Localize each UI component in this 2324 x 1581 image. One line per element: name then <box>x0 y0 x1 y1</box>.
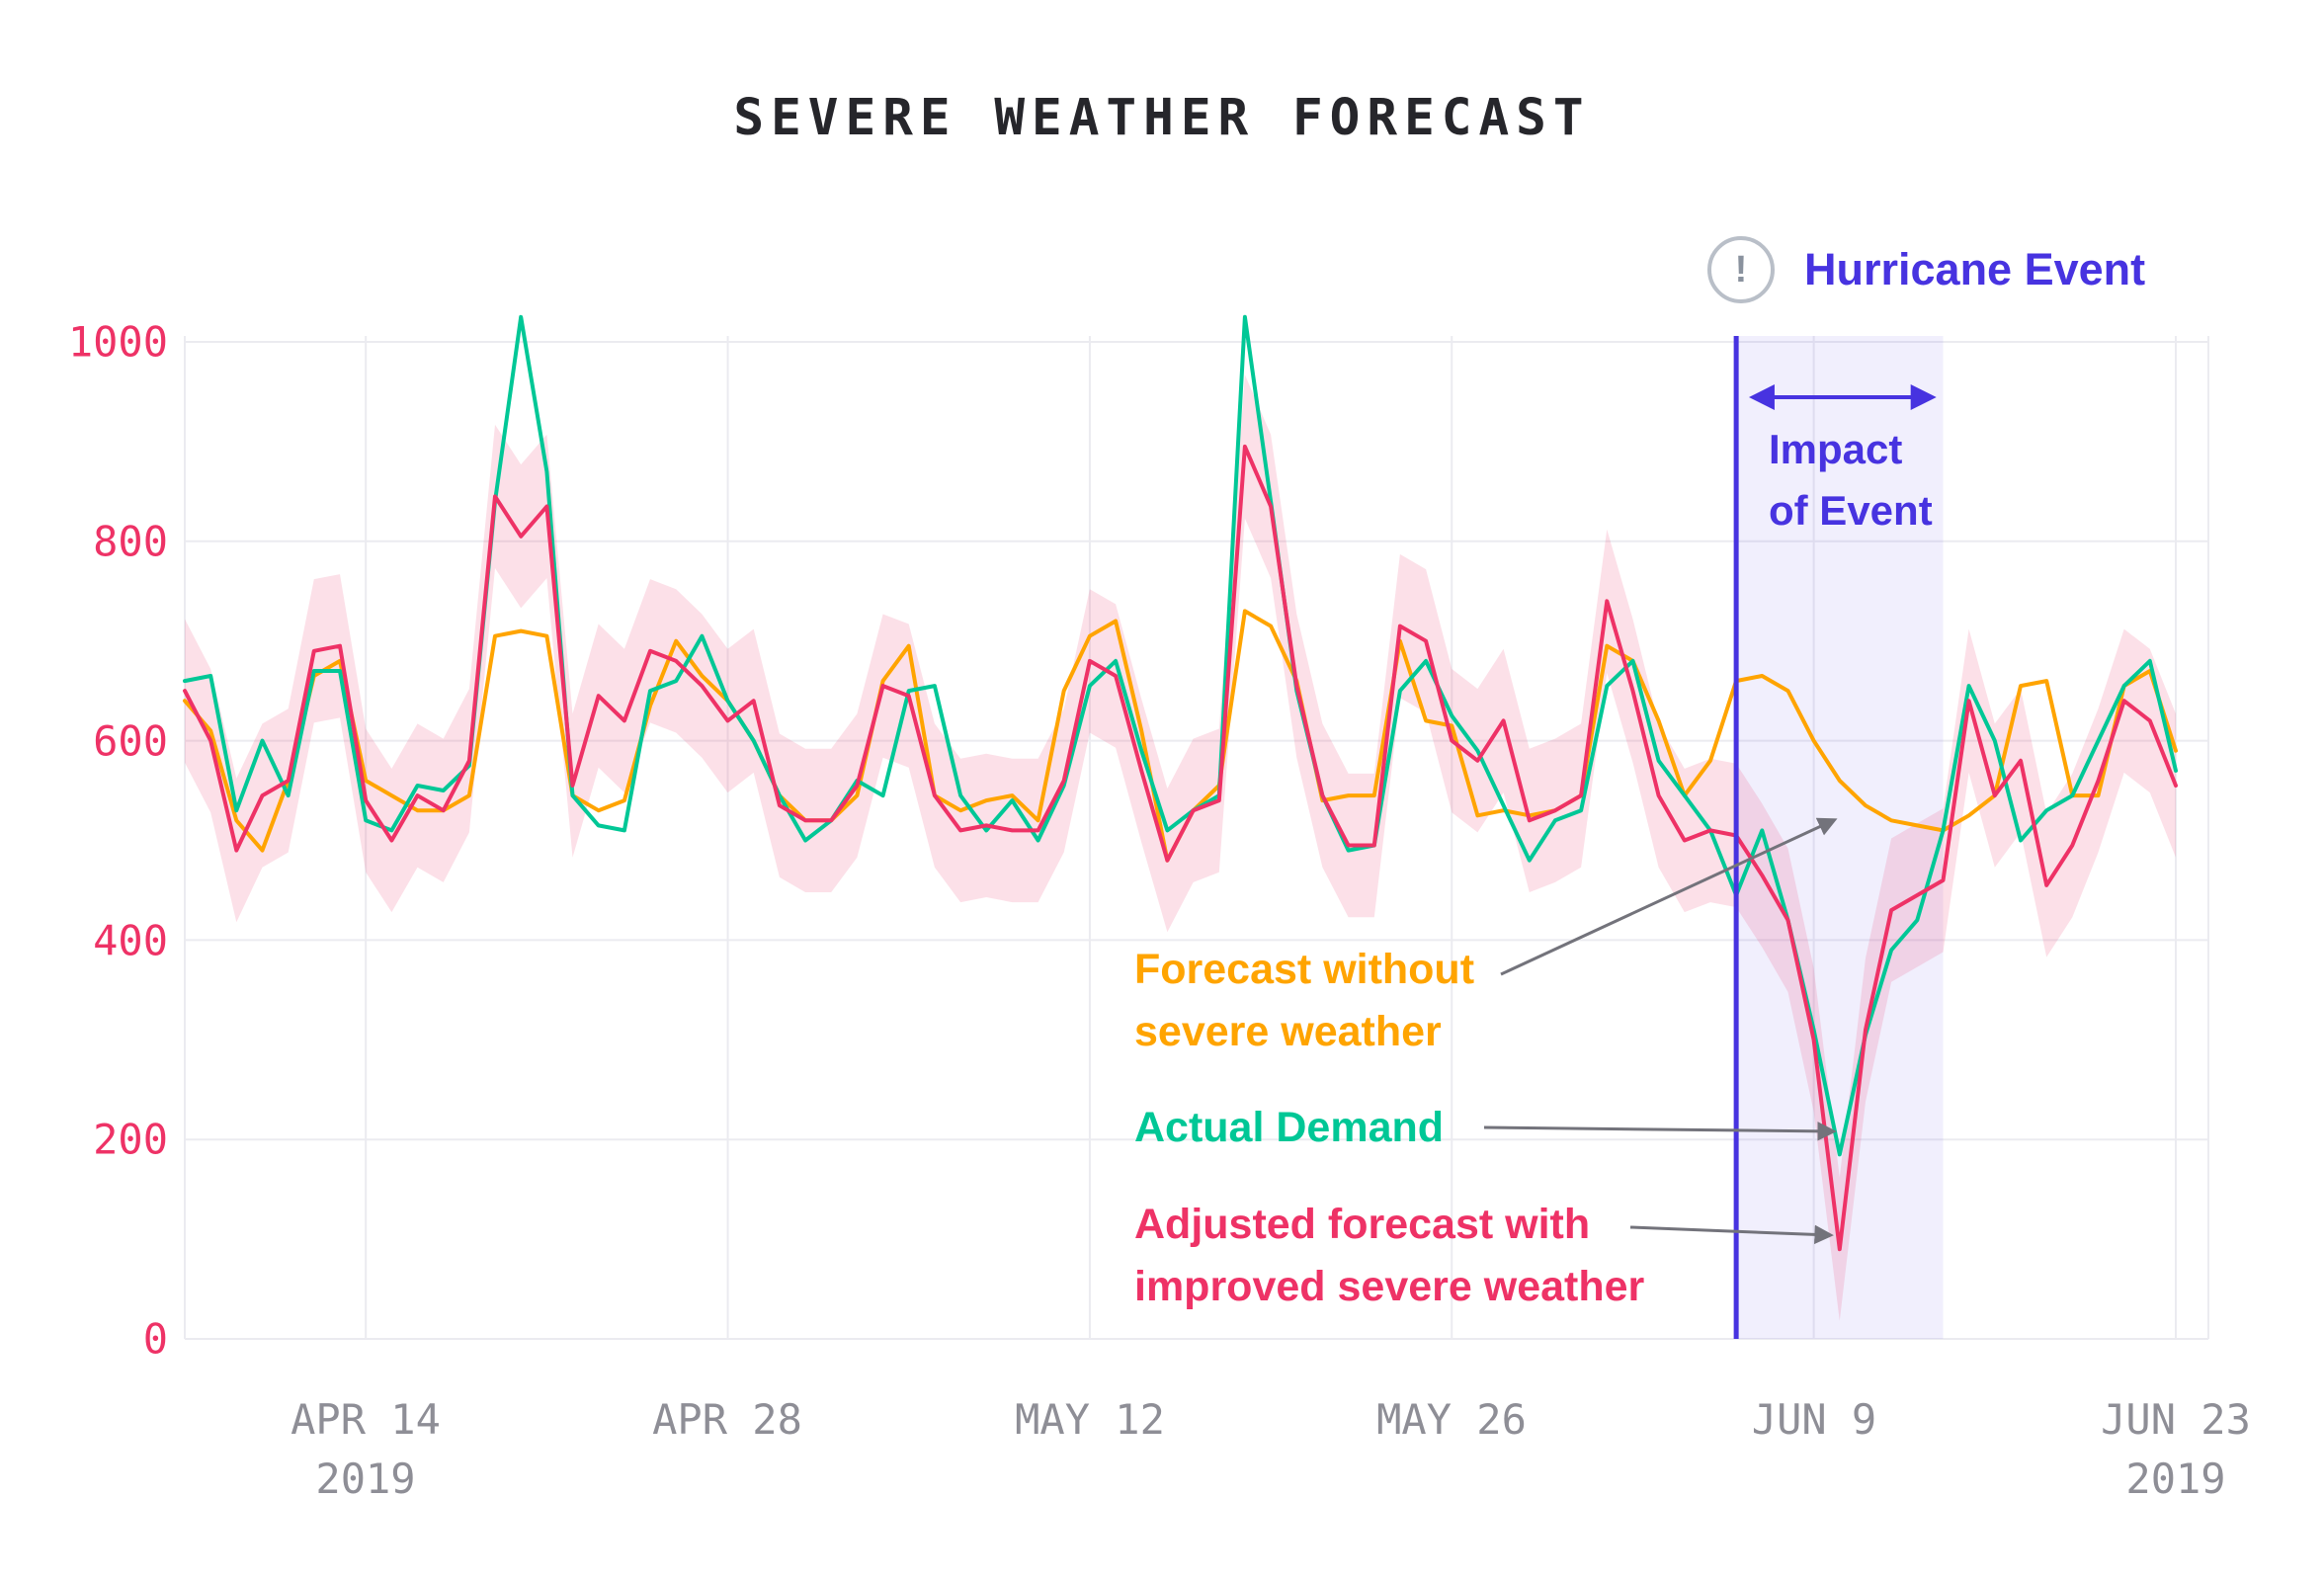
impact-label-line1: Impact <box>1769 426 1903 472</box>
exclamation-icon: ! <box>1734 248 1748 291</box>
x-tick-jun9: JUN 9 <box>1751 1395 1877 1444</box>
x-tick-may26: MAY 26 <box>1376 1395 1527 1444</box>
y-tick-800: 800 <box>93 517 168 566</box>
annotation-forecast-without: Forecast without severe weather <box>1134 939 1474 1063</box>
x-tick-year-right: 2019 <box>2125 1455 2226 1503</box>
y-tick-600: 600 <box>93 716 168 766</box>
x-tick-jun23: JUN 23 <box>2101 1395 2251 1444</box>
chart-title: SEVERE WEATHER FORECAST <box>733 89 1591 147</box>
annotation-actual-demand: Actual Demand <box>1134 1097 1444 1159</box>
y-tick-200: 200 <box>93 1115 168 1164</box>
series-line-0 <box>183 314 2178 1157</box>
annotation-arrow-0 <box>1500 817 1838 976</box>
annotation-arrow-1 <box>1483 1122 1837 1141</box>
impact-of-event-label: Impact of Event <box>1769 419 1933 541</box>
annotation-arrow-2 <box>1629 1224 1834 1245</box>
annotation-adjusted-line1: Adjusted forecast with <box>1134 1201 1591 1248</box>
y-tick-400: 400 <box>93 916 168 965</box>
y-tick-0: 0 <box>142 1314 168 1364</box>
confidence-band <box>185 374 2176 1321</box>
hurricane-event-label: Hurricane Event <box>1804 244 2146 294</box>
x-tick-year-left: 2019 <box>315 1455 416 1503</box>
event-impact-region <box>1736 336 1944 1339</box>
hurricane-event-badge: ! <box>1707 236 1775 303</box>
annotation-actual-line1: Actual Demand <box>1134 1104 1445 1151</box>
x-tick-may12: MAY 12 <box>1015 1395 1165 1444</box>
annotation-forecast-line2: severe weather <box>1134 1008 1442 1055</box>
annotation-adjusted-line2: improved severe weather <box>1134 1263 1645 1310</box>
x-tick-apr28: APR 28 <box>652 1395 802 1444</box>
y-tick-1000: 1000 <box>67 317 168 367</box>
impact-label-line2: of Event <box>1769 487 1933 534</box>
x-tick-apr14: APR 14 <box>290 1395 441 1444</box>
series-line-1 <box>183 444 2178 1252</box>
annotation-forecast-line1: Forecast without <box>1134 946 1475 993</box>
annotation-adjusted-forecast: Adjusted forecast with improved severe w… <box>1134 1194 1644 1318</box>
